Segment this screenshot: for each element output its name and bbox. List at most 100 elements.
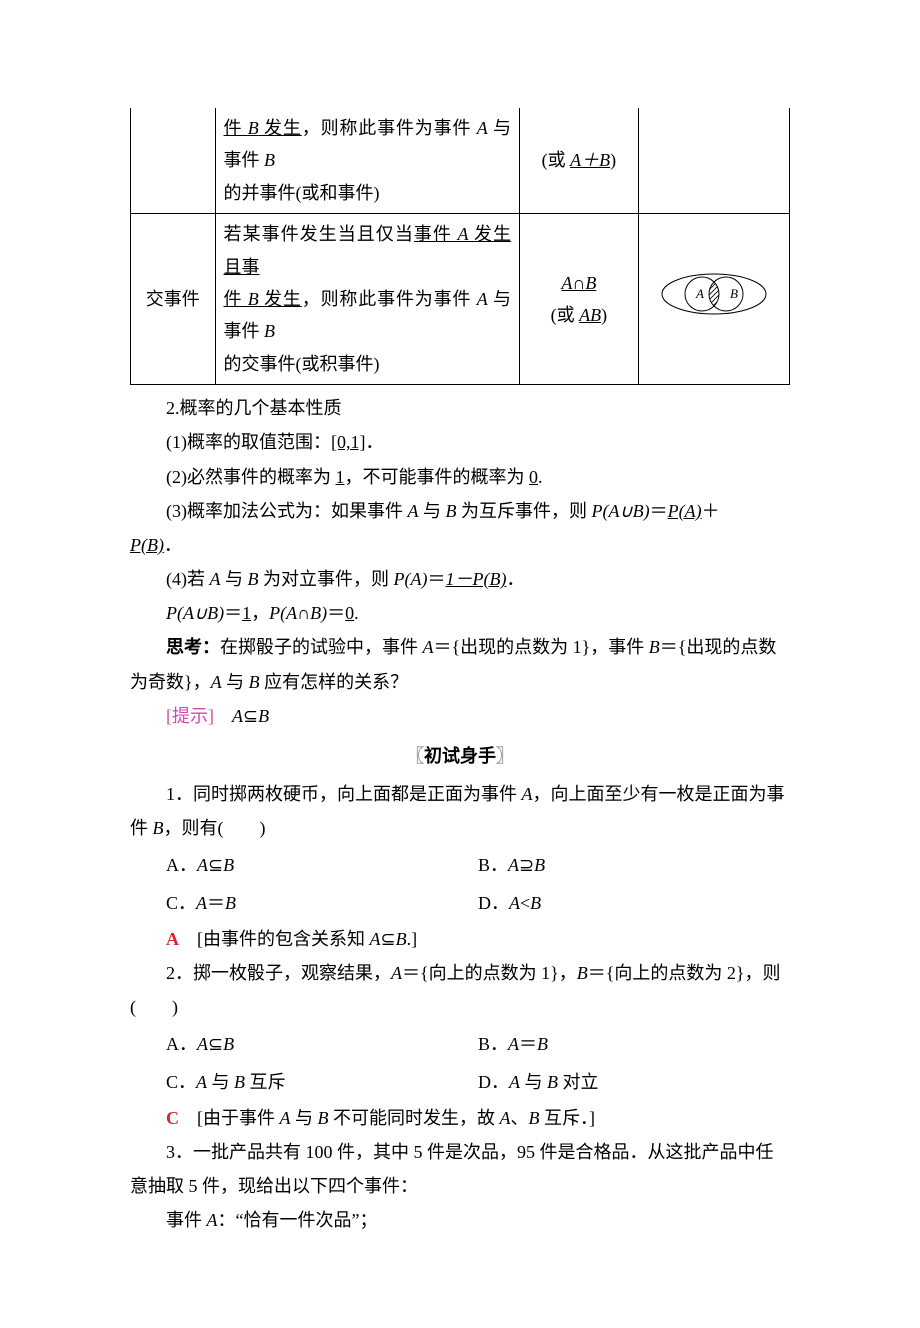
A: A (280, 1108, 291, 1128)
q2-opt-a: A．A⊆B (166, 1025, 478, 1063)
txt: 应有怎样的关系？ (260, 672, 409, 692)
txt: 若某事件发生当且仅当 (224, 224, 414, 244)
txt: ，则有( ) (164, 818, 266, 838)
lbl: B． (478, 1034, 508, 1054)
B: B (396, 929, 407, 949)
txt: 为互斥事件，则 (457, 501, 592, 521)
B: B (585, 273, 596, 293)
think-label: 思考： (166, 637, 220, 657)
A: A (423, 637, 434, 657)
op: ∩ (572, 273, 585, 293)
txt: [由于事件 (197, 1108, 280, 1128)
txt: 1．同时掷两枚硬币，向上面都是正面为事件 (166, 784, 522, 804)
try-title: 初试身手 (130, 739, 790, 773)
PAuB: P(A∪B) (592, 501, 650, 521)
dot: . (354, 603, 359, 623)
hint: [提示] A⊆B (130, 699, 790, 733)
q1-options: A．A⊆B B．A⊇B C．A＝B D．A<B (166, 846, 790, 922)
b: B (225, 893, 236, 913)
B: B (529, 1108, 540, 1128)
txt: ＝{向上的点数为 1}， (402, 963, 577, 983)
txt: 件 (224, 289, 248, 309)
q2-answer: C [由于事件 A 与 B 不可能同时发生，故 A、B 互斥．] (166, 1101, 790, 1135)
op: ＝ (519, 1034, 537, 1054)
cell-r2-c2: 若某事件发生当且仅当事件 A 发生且事 件 B 发生，则称此事件为事件 A 与事… (215, 214, 519, 385)
table-row: 交事件 若某事件发生当且仅当事件 A 发生且事 件 B 发生，则称此事件为事件 … (131, 214, 790, 385)
op: < (520, 893, 530, 913)
txt: (4)若 (166, 569, 210, 589)
mid: 与 (520, 1072, 547, 1092)
A: A (522, 784, 533, 804)
q3-event-a: 事件 A：“恰有一件次品”； (130, 1203, 790, 1237)
txt: (1)概率的取值范围： (166, 432, 331, 452)
zero: 0 (345, 603, 354, 623)
plus: ＋ (702, 501, 720, 521)
txt: 与 (419, 501, 446, 521)
comma: ， (251, 603, 269, 623)
eq: ＝ (650, 501, 668, 521)
B: B (577, 963, 588, 983)
cell-r1-c1 (131, 108, 216, 214)
B: B (649, 637, 660, 657)
txt: 在掷骰子的试验中，事件 (220, 637, 423, 657)
txt: ，则称此事件为事件 (302, 289, 477, 309)
A: A (370, 929, 381, 949)
B: B (248, 569, 259, 589)
dot: ． (506, 569, 524, 589)
PAiB: P(A∩B) (269, 603, 327, 623)
PB: P(B) (130, 535, 164, 555)
op: ⊆ (381, 929, 396, 949)
A: A (211, 672, 222, 692)
q2-opt-c: C．A 与 B 互斥 (166, 1063, 478, 1101)
ev-A: A (457, 224, 468, 244)
cell-r2-c4: A B (638, 214, 789, 385)
A: A (561, 273, 572, 293)
txt: (或 (551, 305, 580, 325)
A: A (207, 1210, 218, 1230)
q1-answer: A [由事件的包含关系知 A⊆B.] (166, 922, 790, 956)
b: B (547, 1072, 558, 1092)
section-2-title: 2.概率的几个基本性质 (130, 391, 790, 425)
cell-r1-c3: (或 A＋B) (520, 108, 639, 214)
mid: 与 (207, 1072, 234, 1092)
lbl: C． (166, 1072, 196, 1092)
one: 1 (242, 603, 251, 623)
lbl: D． (478, 893, 509, 913)
lbl: C． (166, 893, 196, 913)
txt: (2)必然事件的概率为 (166, 467, 336, 487)
txt: .] (407, 929, 418, 949)
cell-r2-c1: 交事件 (131, 214, 216, 385)
ev-B: B (248, 118, 259, 138)
think-block: 思考：在掷骰子的试验中，事件 A＝{出现的点数为 1}，事件 B＝{出现的点数为… (130, 630, 790, 698)
b: B (530, 893, 541, 913)
a: A (508, 855, 519, 875)
q2-opt-b: B．A＝B (478, 1025, 790, 1063)
one: 1 (336, 467, 345, 487)
txt: 件 (224, 118, 248, 138)
range: [0,1] (331, 432, 366, 452)
txt: ) (601, 305, 607, 325)
cell-r2-c3: A∩B (或 AB) (520, 214, 639, 385)
svg-text:B: B (730, 286, 738, 301)
prop-4: (4)若 A 与 B 为对立事件，则 P(A)＝1－P(B)． (130, 562, 790, 596)
b: B (534, 855, 545, 875)
1mPB: 1－P(B) (445, 569, 506, 589)
txt: [由事件的包含关系知 (197, 929, 370, 949)
prop-2: (2)必然事件的概率为 1，不可能事件的概率为 0. (130, 460, 790, 494)
PA: P(A) (394, 569, 428, 589)
ev-B: B (248, 289, 259, 309)
A: A (232, 706, 243, 726)
txt: 2．掷一枚骰子，观察结果， (166, 963, 391, 983)
ev-B: B (264, 321, 275, 341)
op: ⊆ (208, 855, 223, 875)
events-table: 件 B 发生，则称此事件为事件 A 与事件 B 的并事件(或和事件) (或 A＋… (130, 108, 790, 385)
ans-letter: A (166, 929, 179, 949)
txt: 事件 (166, 1210, 207, 1230)
q1-opt-a: A．A⊆B (166, 846, 478, 884)
b: B (223, 855, 234, 875)
cell-r1-c2: 件 B 发生，则称此事件为事件 A 与事件 B 的并事件(或和事件) (215, 108, 519, 214)
A: A (500, 1108, 511, 1128)
B: B (446, 501, 457, 521)
q1: 1．同时掷两枚硬币，向上面都是正面为事件 A，向上面至少有一枚是正面为事件 B，… (130, 777, 790, 845)
eq: ＝ (327, 603, 345, 623)
